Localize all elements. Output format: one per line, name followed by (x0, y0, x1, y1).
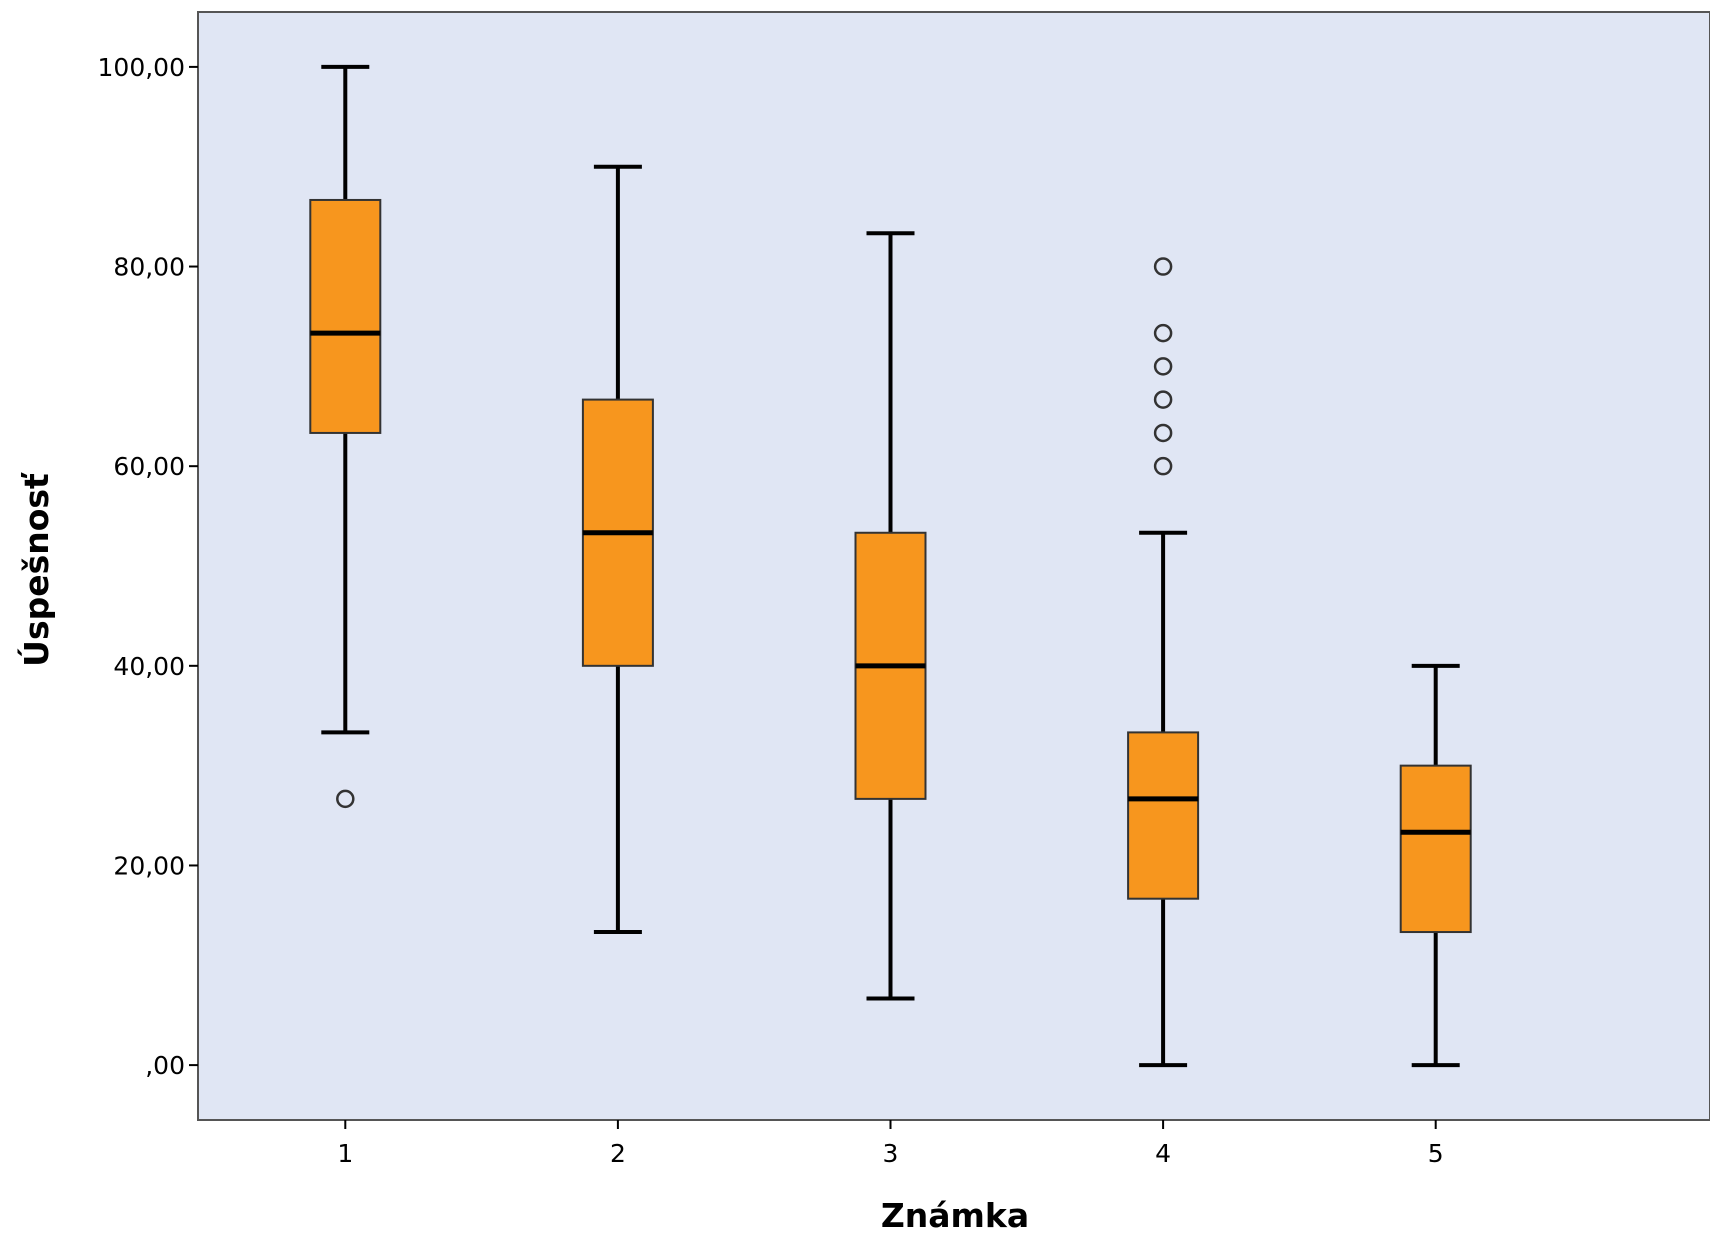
box-group-5 (1399, 663, 1472, 1068)
y-axis-title: Úspešnosť (16, 472, 56, 667)
box-group-2 (581, 164, 654, 935)
x-tick-label: 2 (610, 1139, 626, 1168)
outlier-point (1153, 357, 1173, 376)
outlier-point (1153, 456, 1173, 476)
y-tick-label: 100,00 (98, 53, 185, 82)
outlier-point (1153, 323, 1173, 343)
y-tick-label: 80,00 (113, 253, 185, 282)
x-axis-title: Známka (881, 1196, 1029, 1234)
outlier-point (336, 789, 355, 809)
y-tick-label: 20,00 (113, 851, 185, 880)
box-series (309, 64, 1472, 1068)
y-tick-label: 40,00 (113, 652, 185, 681)
outlier-point (1153, 257, 1173, 276)
box-group-1 (309, 64, 382, 809)
iqr-box (1399, 764, 1472, 934)
iqr-box (309, 198, 382, 434)
y-axis: ,00 20,00 40,00 60,00 80,00 100,00 (98, 53, 198, 1080)
x-tick-label: 1 (337, 1139, 353, 1168)
iqr-box (1127, 731, 1200, 900)
plot-area (197, 11, 1710, 1121)
x-tick-label: 4 (1155, 1139, 1171, 1168)
x-tick-label: 5 (1428, 1139, 1444, 1168)
y-tick-label: 60,00 (113, 452, 185, 481)
outlier-point (1153, 390, 1173, 409)
box-group-4 (1127, 257, 1200, 1068)
y-tick-label: ,00 (145, 1051, 185, 1080)
box-group-3 (854, 231, 927, 1001)
x-axis: 1 2 3 4 5 (337, 1120, 1444, 1168)
outlier-point (1153, 423, 1173, 443)
x-tick-label: 3 (883, 1139, 899, 1168)
